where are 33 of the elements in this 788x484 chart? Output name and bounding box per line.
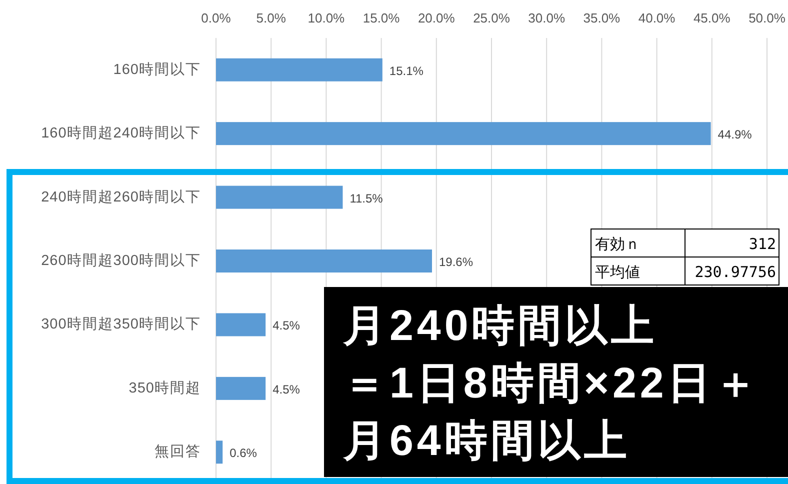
data-label: 15.1% <box>389 64 424 78</box>
data-label: 0.6% <box>230 446 258 460</box>
y-tick-label: 260時間超300時間以下 <box>41 252 201 269</box>
y-tick-label: 160時間以下 <box>113 60 201 78</box>
y-tick-label: 240時間超260時間以下 <box>41 188 201 206</box>
annotation: ＝1日8時間×22日＋ <box>343 360 760 408</box>
data-label: 4.5% <box>272 318 300 333</box>
x-tick-label: 40.0% <box>638 10 676 26</box>
annotation: 有効ｎ <box>595 235 640 253</box>
annotation: 312 <box>748 235 776 253</box>
x-tick-label: 45.0% <box>693 10 731 26</box>
y-tick-label: 350時間超 <box>128 379 201 396</box>
y-tick-label: 無回答 <box>154 443 201 460</box>
data-label: 11.5% <box>350 191 384 206</box>
annotation: 月64時間以上 <box>342 417 630 465</box>
note: 月240時間以上 ＝1日8時間×22日＋ 月64時間以上 <box>324 287 788 477</box>
y-tick-label: 160時間超240時間以下 <box>41 124 201 142</box>
x-tick-label: 20.0% <box>418 10 456 26</box>
data-label: 4.5% <box>272 382 300 396</box>
y-tick-label: 300時間超350時間以下 <box>41 316 201 333</box>
annotation: 月240時間以上 <box>342 302 658 350</box>
x-tick-label: 25.0% <box>473 10 510 26</box>
x-tick-label: 30.0% <box>528 10 566 26</box>
x-tick-label: 5.0% <box>256 10 286 26</box>
x-tick-label: 10.0% <box>308 10 346 26</box>
x-tick-label: 15.0% <box>362 10 400 26</box>
x-tick-label: 35.0% <box>583 10 621 26</box>
data-label: 19.6% <box>438 255 474 269</box>
annotation: 平均値 <box>595 263 640 281</box>
x-tick-label: 0.0% <box>201 10 232 26</box>
annotation: 230.97756 <box>694 263 776 281</box>
data-label: 44.9% <box>718 128 752 142</box>
x-tick-label: 50.0% <box>748 10 786 26</box>
